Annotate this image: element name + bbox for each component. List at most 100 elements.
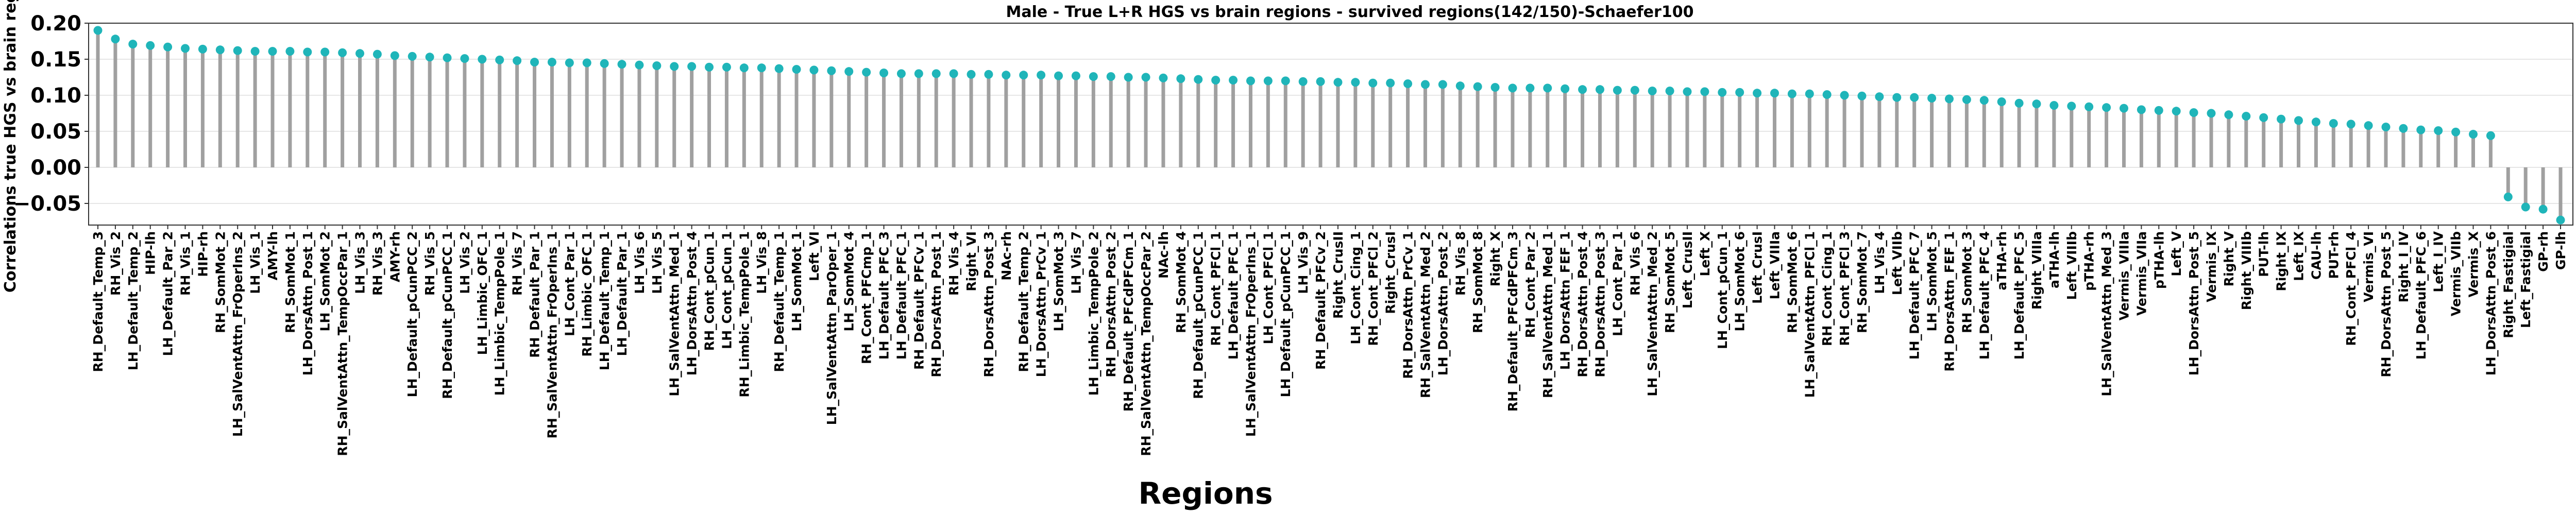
- data-point: [2172, 107, 2181, 116]
- data-point: [1351, 78, 1360, 87]
- x-tick-label: RH_Vis_7: [510, 231, 525, 296]
- x-tick-label: GP-rh: [2536, 231, 2551, 272]
- x-tick-label: Right_VIIIb: [2239, 231, 2254, 310]
- x-tick-label: Right_I_IV: [2396, 231, 2411, 302]
- data-point: [635, 60, 644, 70]
- data-point: [233, 46, 242, 55]
- x-axis-label: Regions: [1138, 476, 1273, 511]
- x-tick-label: Left_IX: [2291, 231, 2306, 281]
- data-point: [1263, 76, 1273, 85]
- data-point: [1805, 89, 1814, 98]
- data-point: [2311, 117, 2320, 127]
- x-tick-label: RH_SalVentAttn_Med_1: [1540, 231, 1555, 398]
- x-tick-label: PUT-lh: [2257, 231, 2272, 277]
- data-point: [2119, 104, 2128, 113]
- data-point: [1648, 87, 1657, 96]
- x-tick-label: RH_Default_PFCv_2: [1313, 231, 1328, 370]
- data-point: [1700, 87, 1709, 96]
- x-tick-label: Left_CrusII: [1680, 231, 1695, 308]
- y-tick-label: 0.10: [30, 84, 81, 108]
- data-point: [1124, 73, 1133, 82]
- x-tick-label: RH_DorsAttn_Post_3: [981, 231, 996, 377]
- data-point: [250, 47, 260, 56]
- data-point: [1037, 71, 1046, 80]
- x-tick-label: HIP-rh: [195, 231, 210, 277]
- x-tick-label: HIP-lh: [143, 231, 158, 275]
- data-point: [2224, 110, 2233, 119]
- chart-title: Male - True L+R HGS vs brain regions - s…: [1006, 3, 1694, 21]
- data-point: [809, 65, 819, 75]
- data-point: [739, 63, 749, 73]
- x-tick-label: Left_V: [2169, 231, 2184, 276]
- data-point: [722, 62, 731, 72]
- data-point: [565, 58, 574, 67]
- data-point: [1770, 89, 1779, 98]
- x-tick-label: LH_SalVentAttn_FrOperIns_1: [1243, 231, 1258, 437]
- x-tick-label: Right_VI: [964, 231, 979, 291]
- x-tick-label: RH_Cont_PFCl_3: [1837, 231, 1852, 346]
- x-tick-label: RH_SomMot_1: [283, 231, 298, 333]
- x-tick-label: GP-lh: [2553, 231, 2568, 270]
- x-tick-label: Vermis_IX: [2204, 231, 2219, 302]
- data-point: [1490, 83, 1500, 92]
- x-tick-label: LH_Default_Temp_1: [597, 231, 612, 370]
- x-tick-label: RH_Cont_PFCl_2: [1366, 231, 1381, 346]
- data-point: [2538, 204, 2548, 214]
- x-tick-label: Right_VIIIa: [2029, 231, 2044, 310]
- data-point: [844, 67, 854, 76]
- data-point: [1683, 87, 1692, 96]
- data-point: [2556, 215, 2565, 225]
- x-tick-label: LH_SomMot_3: [1052, 231, 1066, 331]
- x-tick-label: RH_Vis_4: [946, 231, 961, 296]
- x-tick-label: LH_Vis_8: [754, 231, 769, 294]
- x-tick-label: Right_CrusI: [1383, 231, 1398, 314]
- data-point: [1962, 95, 1971, 104]
- data-point: [338, 48, 347, 57]
- data-point: [1403, 79, 1413, 89]
- x-tick-label: RH_Cont_PFCl_1: [1209, 231, 1224, 346]
- data-point: [2468, 130, 2478, 139]
- data-point: [163, 42, 173, 52]
- data-point: [2067, 101, 2076, 111]
- x-tick-label: LH_Vis_2: [457, 231, 472, 294]
- x-tick-label: LH_Default_Temp_2: [126, 231, 141, 370]
- data-point: [1420, 80, 1430, 89]
- y-tick-label: 0.05: [30, 120, 81, 144]
- data-point: [460, 54, 469, 63]
- x-tick-label: RH_Default_pCunPCC_1: [440, 231, 455, 399]
- data-point: [1508, 83, 1517, 93]
- data-point: [1595, 85, 1604, 94]
- x-tick-label: LH_Cont_pCun_1: [1715, 231, 1730, 349]
- data-point: [687, 62, 697, 71]
- x-tick-label: Left_X: [1698, 231, 1713, 277]
- x-tick-label: LH_Vis_4: [1872, 231, 1887, 294]
- x-tick-label: LH_DorsAttn_FEF_1: [1558, 231, 1573, 370]
- data-point: [2294, 116, 2303, 125]
- y-axis-label: Correlations true HGS vs brain regions: [2, 0, 20, 293]
- data-point: [2399, 124, 2408, 133]
- x-tick-label: LH_Default_PFC_1: [894, 231, 909, 359]
- x-tick-label: LH_Vis_5: [650, 231, 665, 294]
- data-point: [914, 69, 923, 78]
- data-point: [600, 59, 609, 68]
- data-point: [215, 45, 225, 55]
- y-tick-label: 0.15: [30, 48, 81, 72]
- data-point: [1578, 85, 1587, 94]
- x-tick-label: Left_VI: [807, 231, 822, 281]
- x-tick-label: Left_I_IV: [2431, 231, 2446, 292]
- x-tick-label: RH_Limbic_TempPole_1: [737, 231, 752, 398]
- data-point: [198, 44, 207, 54]
- x-tick-label: LH_DorsAttn_Post_2: [1435, 231, 1450, 375]
- data-point: [1910, 93, 1919, 102]
- data-point: [1211, 76, 1221, 85]
- x-tick-label: RH_DorsAttn_PrCv_1: [1401, 231, 1416, 379]
- x-tick-label: LH_Default_pCunPCC_2: [405, 231, 420, 397]
- x-tick-label: RH_SalVentAttn_Med_2: [1418, 231, 1433, 398]
- x-tick-label: LH_DorsAttn_Post_4: [685, 231, 700, 375]
- x-tick-label: Right_Fastigial: [2501, 231, 2516, 338]
- x-tick-label: RH_Vis_2: [108, 231, 123, 296]
- grid-lines: [89, 23, 2573, 204]
- x-tick-label: RH_Vis_8: [1453, 231, 1468, 296]
- x-tick-label: pTHA-lh: [2151, 231, 2166, 289]
- x-tick-label: LH_Default_PFC_6: [2414, 231, 2429, 359]
